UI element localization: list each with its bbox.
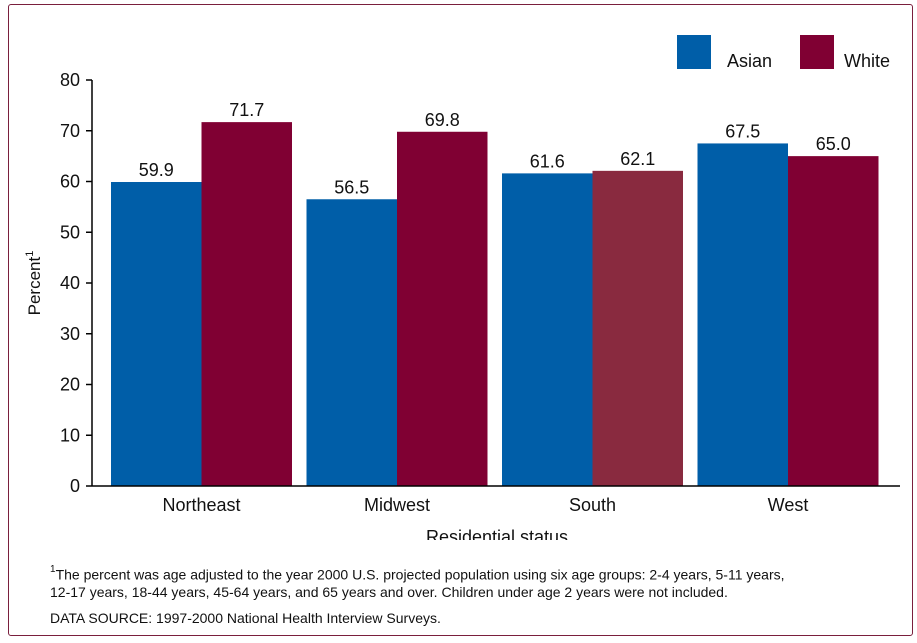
y-axis: 0 10 20 30 40 50 60 70 80 — [60, 70, 93, 496]
y-tick-label-30: 30 — [60, 324, 80, 344]
bar-chart: 59.9 71.7 56.5 69.8 61.6 62.1 67.5 65.0 0 10 20 30… — [24, 35, 900, 540]
x-tick-label-south: South — [569, 495, 616, 515]
bar-label-white-south: 62.1 — [620, 149, 655, 169]
x-axis-title: Residential status — [426, 527, 568, 540]
footnote-line-2: 12-17 years, 18-44 years, 45-64 years, a… — [50, 584, 728, 600]
legend-swatch-white — [800, 35, 834, 69]
bar-label-white-northeast: 71.7 — [229, 100, 264, 120]
footnote: 1The percent was age adjusted to the yea… — [50, 563, 785, 584]
bar-label-white-west: 65.0 — [816, 134, 851, 154]
bar-asian-west — [697, 143, 788, 486]
bar-white-south — [592, 170, 683, 486]
y-axis-title-superscript: 1 — [24, 251, 36, 257]
x-axis: Northeast Midwest South West — [92, 485, 900, 515]
y-axis-title: Percent1 — [24, 251, 44, 316]
bar-white-northeast — [201, 122, 292, 486]
bar-label-asian-south: 61.6 — [530, 151, 565, 171]
y-tick-label-70: 70 — [60, 121, 80, 141]
legend: Asian White — [677, 35, 890, 71]
y-tick-label-40: 40 — [60, 273, 80, 293]
figure-frame — [8, 4, 913, 636]
legend-label-white: White — [844, 51, 890, 71]
data-source: DATA SOURCE: 1997-2000 National Health I… — [50, 610, 441, 626]
footnote-continued: 12-17 years, 18-44 years, 45-64 years, a… — [50, 583, 728, 601]
y-tick-label-50: 50 — [60, 222, 80, 242]
bar-white-west — [788, 156, 879, 486]
x-tick-label-midwest: Midwest — [364, 495, 430, 515]
y-axis-title-text: Percent — [25, 256, 44, 315]
bar-label-asian-west: 67.5 — [725, 121, 760, 141]
bar-label-asian-midwest: 56.5 — [334, 177, 369, 197]
bar-label-asian-northeast: 59.9 — [139, 160, 174, 180]
bar-labels-group: 59.9 71.7 56.5 69.8 61.6 62.1 67.5 65.0 — [139, 100, 851, 197]
y-tick-label-20: 20 — [60, 375, 80, 395]
legend-swatch-asian — [677, 35, 711, 69]
footnote-line-1: The percent was age adjusted to the year… — [55, 566, 785, 583]
y-tick-label-0: 0 — [70, 476, 80, 496]
x-tick-label-northeast: Northeast — [162, 495, 240, 515]
bar-white-midwest — [397, 131, 488, 486]
legend-label-asian: Asian — [727, 51, 772, 71]
footnote-marker: 1 — [50, 564, 56, 575]
bar-label-white-midwest: 69.8 — [425, 110, 460, 130]
bars-group — [111, 122, 879, 486]
y-tick-label-80: 80 — [60, 70, 80, 90]
bar-asian-northeast — [111, 182, 202, 486]
bar-asian-midwest — [306, 199, 397, 486]
y-tick-label-10: 10 — [60, 425, 80, 445]
bar-asian-south — [502, 173, 593, 486]
y-tick-label-60: 60 — [60, 172, 80, 192]
x-tick-label-west: West — [768, 495, 809, 515]
